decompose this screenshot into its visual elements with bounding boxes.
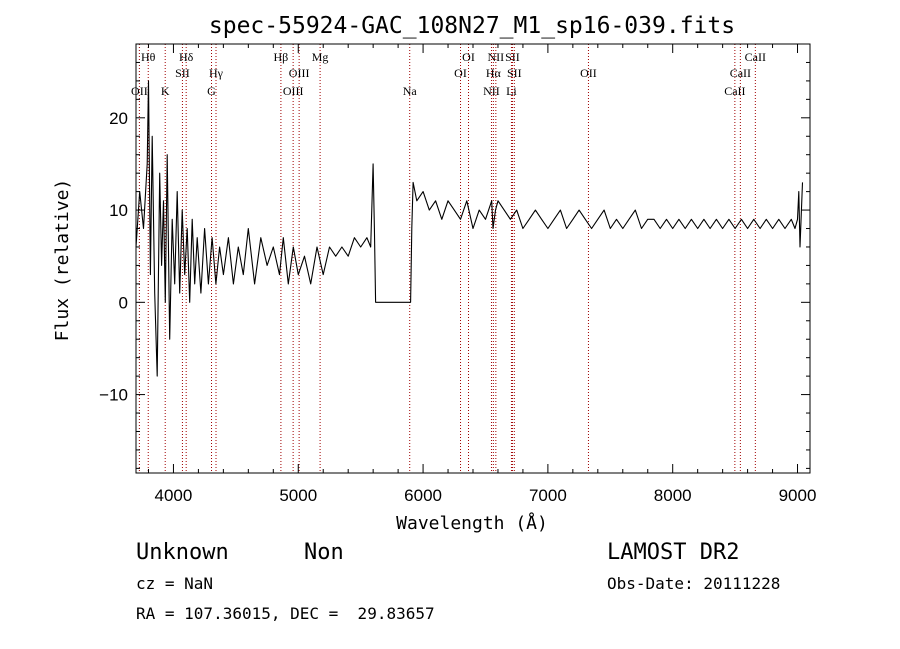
line-label: NII xyxy=(483,84,500,98)
line-label: SII xyxy=(175,66,190,80)
line-label: Hθ xyxy=(141,50,156,64)
x-tick-label: 6000 xyxy=(404,486,442,505)
line-label: OIII xyxy=(283,84,304,98)
object-subclass: Non xyxy=(304,540,344,565)
line-label: OI xyxy=(462,50,475,64)
survey-name: LAMOST DR2 xyxy=(607,540,739,565)
x-axis-label: Wavelength (Å) xyxy=(396,512,548,534)
y-tick-label: 20 xyxy=(109,109,128,128)
line-label: Na xyxy=(403,84,418,98)
line-label: OII xyxy=(131,84,148,98)
x-tick-label: 5000 xyxy=(279,486,317,505)
line-label: CaII xyxy=(724,84,745,98)
y-tick-label: −10 xyxy=(99,386,128,405)
line-label: Hα xyxy=(486,66,502,80)
line-label: OII xyxy=(580,66,597,80)
line-label: CaII xyxy=(745,50,766,64)
line-label: Hγ xyxy=(209,66,224,80)
line-label: Hδ xyxy=(179,50,194,64)
line-label: OI xyxy=(454,66,467,80)
line-label: SII xyxy=(507,66,522,80)
line-label: Hβ xyxy=(274,50,289,64)
object-class: Unknown xyxy=(136,540,229,565)
x-axis: 4000 5000 6000 7000 8000 9000 xyxy=(147,44,817,505)
line-label: CaII xyxy=(730,66,751,80)
line-label: OIII xyxy=(289,66,310,80)
y-tick-label: 0 xyxy=(119,293,128,312)
line-label: NII xyxy=(488,50,505,64)
obs-date: Obs-Date: 20111228 xyxy=(607,574,780,593)
redshift-cz: cz = NaN xyxy=(136,574,213,593)
y-axis: −10 0 10 20 xyxy=(99,43,810,469)
coordinates: RA = 107.36015, DEC = 29.83657 xyxy=(136,604,435,623)
line-label: Li xyxy=(506,84,517,98)
y-axis-label: Flux (relative) xyxy=(52,179,73,342)
spectrum-series xyxy=(135,80,804,377)
x-tick-label: 8000 xyxy=(654,486,692,505)
line-label: SII xyxy=(505,50,520,64)
x-tick-label: 7000 xyxy=(529,486,567,505)
line-label: G xyxy=(207,84,216,98)
x-tick-label: 9000 xyxy=(779,486,817,505)
line-label: K xyxy=(161,84,170,98)
line-label: Mg xyxy=(312,50,329,64)
x-tick-label: 4000 xyxy=(155,486,193,505)
y-tick-label: 10 xyxy=(109,201,128,220)
chart-title: spec-55924-GAC_108N27_M1_sp16-039.fits xyxy=(209,13,735,39)
